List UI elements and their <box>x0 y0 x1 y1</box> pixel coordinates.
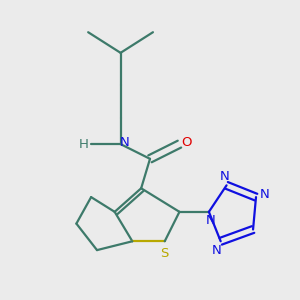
Text: H: H <box>79 138 89 151</box>
Text: N: N <box>206 214 215 227</box>
Text: N: N <box>120 136 130 149</box>
Text: S: S <box>160 247 169 260</box>
Text: N: N <box>212 244 221 256</box>
Text: N: N <box>220 170 230 183</box>
Text: O: O <box>182 136 192 149</box>
Text: N: N <box>260 188 270 201</box>
